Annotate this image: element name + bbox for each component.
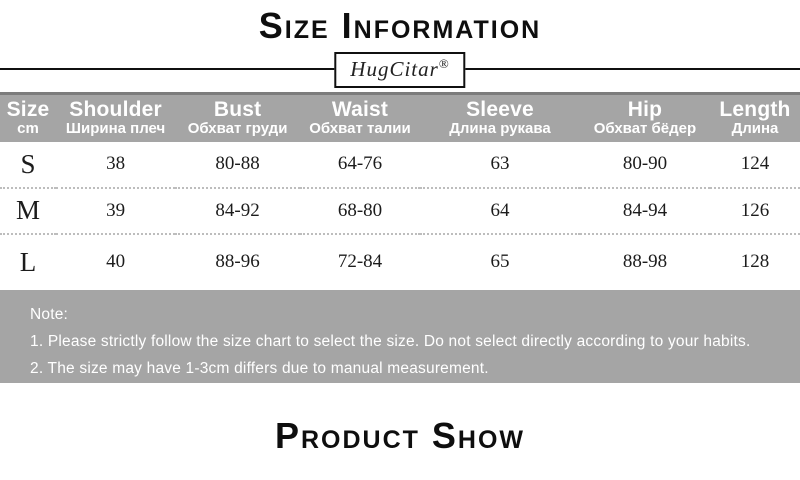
brand-name: HugCitar bbox=[350, 56, 439, 81]
note-box: Note: 1. Please strictly follow the size… bbox=[0, 289, 800, 383]
col-header-sleeve-label: Sleeve bbox=[466, 97, 534, 121]
cell-hip: 80-90 bbox=[622, 153, 668, 174]
col-header-length-label: Length bbox=[719, 97, 791, 121]
size-chart-table: Size cm Shoulder Ширина плеч Bust Обхват… bbox=[0, 92, 800, 290]
col-header-waist: Waist Обхват талии bbox=[300, 94, 420, 142]
col-header-bust: Bust Обхват груди bbox=[175, 94, 300, 142]
col-header-length: Length Длина bbox=[710, 94, 800, 142]
cell-length: 126 bbox=[740, 199, 770, 221]
cell-length: 128 bbox=[740, 251, 770, 272]
cell-sleeve: 63 bbox=[490, 153, 510, 174]
col-header-waist-sub: Обхват талии bbox=[309, 119, 411, 137]
cell-bust: 84-92 bbox=[215, 199, 260, 221]
col-header-bust-sub: Обхват груди bbox=[187, 119, 288, 137]
col-header-shoulder-sub: Ширина плеч bbox=[65, 119, 166, 137]
col-header-sleeve-sub: Длина рукава bbox=[449, 119, 551, 137]
table-header-row: Size cm Shoulder Ширина плеч Bust Обхват… bbox=[0, 93, 800, 142]
brand-logo-row: HugCitar® bbox=[0, 47, 800, 92]
note-line-1: 1. Please strictly follow the size chart… bbox=[30, 332, 751, 350]
cell-waist: 64-76 bbox=[337, 153, 383, 174]
col-header-waist-label: Waist bbox=[331, 97, 389, 121]
page-title: Size Information bbox=[258, 5, 542, 46]
cell-hip: 88-98 bbox=[622, 251, 668, 272]
cell-shoulder: 38 bbox=[106, 153, 126, 174]
col-header-size-label: Size bbox=[6, 97, 50, 121]
col-header-shoulder: Shoulder Ширина плеч bbox=[56, 94, 175, 142]
col-header-size-unit: cm bbox=[17, 119, 39, 137]
table-row-size-l: L 40 88-96 72-84 65 88-98 128 bbox=[0, 233, 800, 290]
col-header-hip-label: Hip bbox=[627, 97, 663, 121]
cell-size: L bbox=[19, 246, 37, 277]
table-row-size-m: M 39 84-92 68-80 64 84-94 126 bbox=[0, 187, 800, 234]
cell-length: 124 bbox=[740, 153, 770, 174]
cell-size: M bbox=[15, 195, 40, 225]
cell-hip: 84-94 bbox=[622, 199, 668, 221]
col-header-hip: Hip Обхват бёдер bbox=[580, 94, 710, 142]
table-row-size-s: S 38 80-88 64-76 63 80-90 124 bbox=[0, 141, 800, 188]
cell-bust: 88-96 bbox=[215, 251, 260, 272]
note-line-2: 2. The size may have 1-3cm differs due t… bbox=[30, 359, 489, 377]
cell-shoulder: 39 bbox=[106, 199, 126, 221]
cell-sleeve: 64 bbox=[490, 199, 510, 221]
col-header-bust-label: Bust bbox=[213, 97, 262, 121]
col-header-sleeve: Sleeve Длина рукава bbox=[420, 94, 580, 142]
col-header-length-sub: Длина bbox=[731, 119, 779, 137]
col-header-shoulder-label: Shoulder bbox=[69, 97, 162, 121]
note-title: Note: bbox=[30, 305, 69, 323]
col-header-size: Size cm bbox=[0, 94, 56, 142]
col-header-hip-sub: Обхват бёдер bbox=[593, 119, 697, 137]
cell-waist: 68-80 bbox=[337, 199, 383, 221]
cell-bust: 80-88 bbox=[215, 153, 260, 174]
brand-logo: HugCitar® bbox=[334, 51, 466, 88]
cell-waist: 72-84 bbox=[337, 251, 383, 272]
cell-shoulder: 40 bbox=[106, 251, 126, 272]
product-show-title: Product Show bbox=[274, 414, 526, 456]
cell-size: S bbox=[20, 148, 36, 179]
registered-trademark-symbol: ® bbox=[438, 55, 450, 71]
cell-sleeve: 65 bbox=[490, 251, 510, 272]
